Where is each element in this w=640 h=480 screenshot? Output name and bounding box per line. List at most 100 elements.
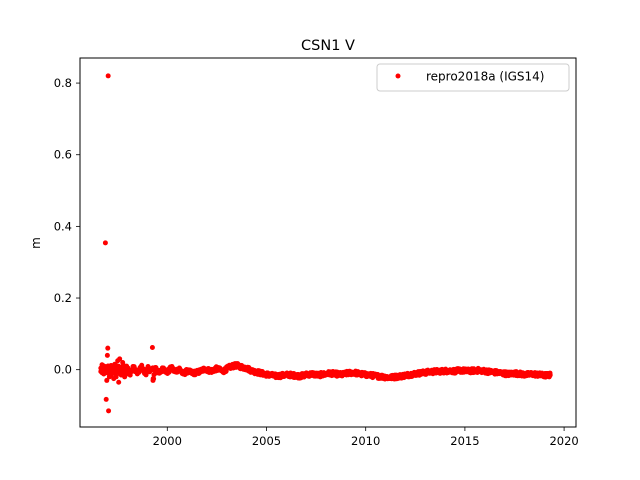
data-point [470,368,476,374]
data-point [357,371,363,377]
data-point [452,368,458,374]
data-point [230,363,236,369]
data-point [104,352,110,358]
data-point [262,371,268,377]
data-point [101,371,107,377]
data-point [149,344,155,350]
data-point [116,379,122,385]
data-point [381,374,387,380]
data-point [440,368,446,374]
data-point [446,368,452,374]
data-point [529,371,535,377]
data-point [428,369,434,375]
data-point [488,369,494,375]
y-tick-label: 0.6 [54,148,72,162]
data-point [512,370,517,376]
data-point [267,372,273,378]
data-point [327,370,333,376]
data-point [176,366,182,372]
data-point [105,345,111,351]
data-point [273,373,279,379]
data-point [102,366,108,372]
data-point [145,365,151,371]
data-point [535,372,541,378]
data-point [500,370,506,376]
data-point [184,368,190,374]
y-axis-label: m [29,237,43,249]
data-point [387,375,392,381]
data-point [517,371,523,377]
x-tick-label: 2010 [351,434,380,448]
data-point [168,365,174,371]
data-point [404,372,410,378]
data-point [156,370,162,376]
data-point [321,371,327,377]
data-point [238,364,244,370]
data-point [416,370,422,376]
data-point [105,73,111,79]
data-point [506,371,512,377]
data-point [190,370,196,376]
data-point [541,372,547,378]
data-point [234,362,240,368]
data-point [122,374,128,380]
data-point [369,372,375,378]
data-point [345,370,351,376]
data-point [226,365,232,371]
x-tick-label: 2005 [252,434,281,448]
data-point [494,370,500,376]
data-point [220,368,226,374]
y-ticks: 0.0 0.2 0.4 0.6 0.8 [54,76,80,377]
data-point [256,370,262,376]
data-point [422,370,428,376]
data-point [164,370,170,376]
legend-marker [395,73,401,79]
y-tick-label: 0.4 [54,219,72,233]
y-tick-label: 0.0 [54,363,72,377]
data-point [127,371,133,377]
data-point [333,371,339,377]
data-point [172,369,178,375]
data-point [285,372,291,378]
x-tick-label: 2020 [549,434,578,448]
data-point [303,372,309,378]
y-tick-label: 0.8 [54,76,72,90]
data-point [106,408,112,414]
data-point [112,361,118,367]
data-point [410,371,416,377]
data-point [458,367,464,373]
data-point [104,377,110,383]
data-point [124,363,130,369]
data-point [102,240,108,246]
x-tick-label: 2015 [450,434,479,448]
data-point [297,373,303,379]
points-layer [98,73,553,414]
data-point [196,369,202,375]
data-point [363,372,369,378]
data-point [150,377,156,383]
data-point [398,373,404,379]
data-point [434,368,440,374]
data-point [476,367,482,373]
data-point [244,365,250,371]
data-point [117,356,123,362]
data-point [208,368,214,374]
data-point [392,374,398,380]
data-point [180,371,186,377]
data-point [139,364,144,370]
data-point [142,371,148,377]
data-point [250,368,256,374]
data-point [339,372,345,378]
data-point [279,372,285,378]
data-point [351,370,357,376]
legend-label: repro2018a (IGS14) [426,70,544,84]
data-point [214,366,220,372]
data-point [113,374,119,380]
data-point [160,365,166,371]
data-point [131,365,137,371]
data-point [135,370,141,376]
data-point [375,373,381,379]
legend-box [376,63,570,92]
data-point [120,360,126,366]
